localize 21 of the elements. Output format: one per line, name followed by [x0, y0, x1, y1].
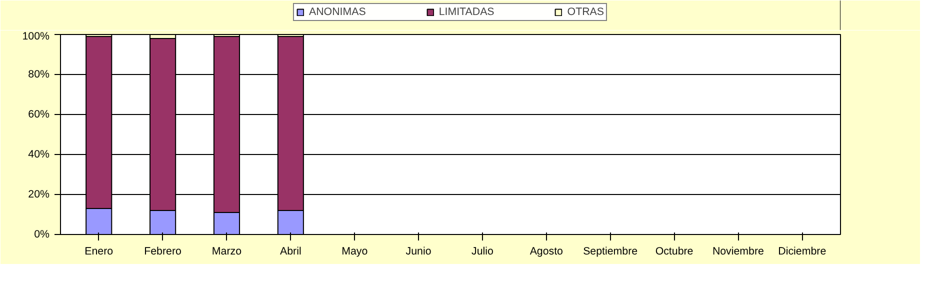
legend-label: LIMITADAS [438, 6, 494, 18]
y-tick-label: 0% [34, 228, 50, 240]
x-tick-label: Febrero [144, 246, 182, 258]
legend-label: OTRAS [567, 6, 604, 18]
x-tick-label: Mayo [342, 246, 368, 258]
x-tick-label: Noviembre [712, 246, 764, 258]
x-tick-label: Junio [406, 246, 432, 258]
legend-label: ANONIMAS [308, 6, 366, 18]
y-tick-label: 60% [28, 108, 50, 120]
x-tick-label: Agosto [530, 246, 564, 258]
y-tick-label: 100% [22, 30, 50, 42]
x-tick-label: Julio [472, 246, 494, 258]
x-tick-label: Octubre [655, 246, 694, 258]
y-tick-label: 40% [28, 148, 50, 160]
y-tick-label: 20% [28, 188, 50, 200]
x-tick-label: Enero [84, 246, 114, 258]
x-tick-label: Septiembre [583, 246, 638, 258]
x-tick-label: Marzo [212, 246, 242, 258]
x-tick-label: Abril [280, 246, 302, 258]
y-tick-label: 80% [28, 68, 50, 80]
x-tick-label: Diciembre [778, 246, 826, 258]
